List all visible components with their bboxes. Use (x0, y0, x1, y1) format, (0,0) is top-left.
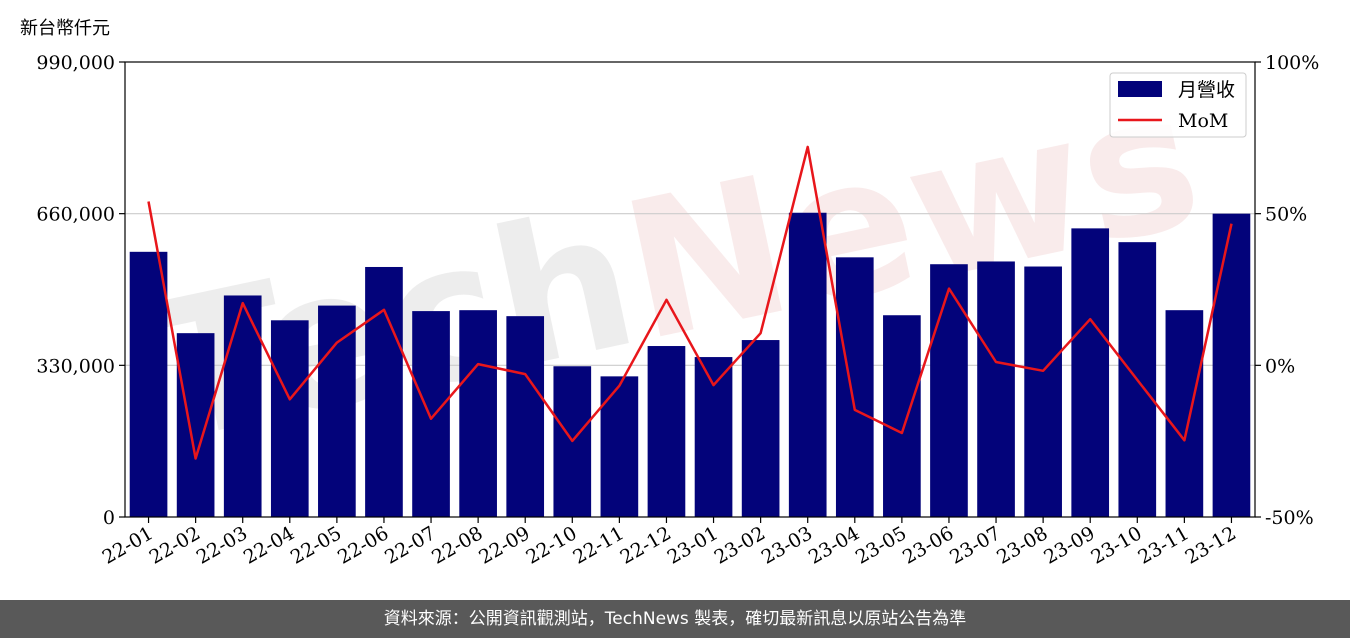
x-tick-label: 23-10 (1087, 522, 1145, 568)
x-tick-label: 22-08 (428, 522, 486, 568)
revenue-bar-23-01 (694, 357, 733, 517)
x-tick-label: 22-07 (381, 522, 439, 568)
left-tick-label: 660,000 (36, 204, 115, 226)
revenue-bar-22-12 (647, 346, 686, 517)
x-tick-label: 22-03 (193, 522, 251, 568)
right-tick-label: -50% (1265, 507, 1314, 529)
x-tick-label: 23-05 (852, 522, 910, 568)
x-tick-label: 22-05 (287, 522, 345, 568)
x-tick-label: 22-09 (475, 522, 533, 568)
x-tick-label: 22-10 (522, 522, 580, 568)
revenue-bar-23-06 (930, 264, 968, 517)
x-tick-label: 22-11 (569, 522, 627, 568)
left-tick-label: 330,000 (36, 355, 115, 377)
x-tick-label: 23-01 (664, 522, 722, 568)
revenue-bar-23-12 (1212, 213, 1251, 517)
revenue-bar-23-02 (741, 340, 780, 517)
grid-lines (125, 213, 1255, 366)
x-tick-label: 22-04 (240, 522, 298, 568)
legend-label-mom: MoM (1178, 110, 1228, 132)
x-tick-label: 22-06 (334, 522, 392, 568)
revenue-bar-23-09 (1071, 228, 1110, 518)
x-tick-label: 23-12 (1182, 522, 1240, 568)
revenue-bar-23-08 (1024, 266, 1062, 517)
revenue-bars (129, 212, 1251, 518)
revenue-bar-22-07 (412, 311, 450, 517)
plot-frame (124, 61, 1256, 518)
right-tick-label: 0% (1265, 355, 1295, 377)
revenue-bar-22-08 (459, 310, 497, 517)
revenue-bar-23-04 (835, 257, 874, 517)
x-tick-label: 23-08 (993, 522, 1051, 568)
left-axis-unit-label: 新台幣仟元 (20, 18, 110, 39)
revenue-bar-22-02 (176, 333, 215, 517)
x-tick-label: 22-02 (146, 522, 204, 568)
right-tick-label: 100% (1265, 52, 1319, 74)
x-tick-label: 23-06 (899, 522, 957, 568)
revenue-bar-22-03 (223, 295, 262, 517)
left-tick-label: 990,000 (36, 52, 115, 74)
x-tick-label: 23-04 (805, 522, 863, 568)
revenue-bar-22-06 (365, 266, 403, 517)
revenue-bar-23-07 (977, 261, 1015, 517)
revenue-bar-22-04 (270, 320, 309, 517)
revenue-bar-22-09 (506, 316, 545, 517)
x-tick-label: 23-11 (1134, 522, 1192, 568)
x-tick-label: 22-01 (99, 522, 157, 568)
revenue-chart: TechNews 0330,000660,000990,000-50%0%50%… (36, 48, 1319, 569)
mom-line (147, 145, 1233, 460)
x-tick-label: 23-07 (946, 522, 1004, 568)
revenue-bar-22-05 (318, 305, 356, 517)
left-tick-label: 0 (103, 507, 115, 529)
revenue-bar-22-11 (600, 376, 639, 517)
revenue-bar-23-03 (788, 212, 827, 517)
x-tick-label: 23-02 (711, 522, 769, 568)
x-tick-label: 22-12 (617, 522, 675, 568)
revenue-bar-23-05 (883, 315, 921, 517)
legend-swatch-revenue (1118, 81, 1162, 97)
revenue-bar-23-11 (1165, 310, 1204, 517)
revenue-bar-22-01 (129, 251, 168, 518)
mom-line-series (147, 145, 1233, 460)
source-footer: 資料來源：公開資訊觀測站，TechNews 製表，確切最新訊息以原站公告為準 (0, 600, 1350, 638)
legend-label-revenue: 月營收 (1178, 79, 1235, 101)
chart-legend: 月營收 MoM (1109, 72, 1247, 138)
right-tick-label: 50% (1265, 204, 1307, 226)
x-tick-label: 23-03 (758, 522, 816, 568)
x-tick-label: 23-09 (1040, 522, 1098, 568)
